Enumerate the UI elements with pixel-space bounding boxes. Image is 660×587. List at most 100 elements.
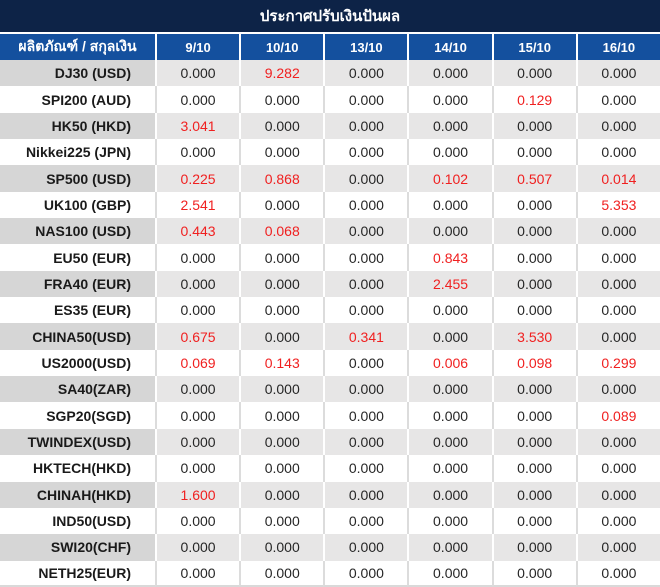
dividend-value: 0.507 [491, 165, 576, 192]
product-label: UK100 (GBP) [0, 191, 155, 219]
dividend-value: 0.225 [155, 165, 240, 192]
product-label: ES35 (EUR) [0, 297, 155, 324]
table-row: Nikkei225 (JPN) 0.000 0.000 0.000 0.000 0.000… [0, 139, 660, 166]
dividend-value: 0.000 [407, 191, 492, 219]
dividend-value: 0.341 [323, 323, 408, 350]
dividend-value: 0.000 [575, 481, 660, 508]
table-row: HKTECH(HKD) 0.000 0.000 0.000 0.000 0.000 0.00… [0, 455, 660, 482]
dividend-value: 0.000 [407, 323, 492, 350]
column-header-date-3: 13/10 [323, 34, 408, 60]
dividend-value: 0.000 [155, 534, 240, 561]
dividend-value: 0.000 [491, 139, 576, 166]
table-header-row: ผลิตภัณฑ์ / สกุลเงิน 9/10 10/10 13/10 14… [0, 34, 660, 60]
product-label: SPI200 (AUD) [0, 86, 155, 113]
product-label: NETH25(EUR) [0, 560, 155, 587]
product-label: Nikkei225 (JPN) [0, 139, 155, 166]
dividend-value: 0.000 [323, 402, 408, 429]
dividend-value: 0.000 [491, 218, 576, 245]
dividend-value: 0.000 [239, 244, 324, 271]
column-header-product-currency: ผลิตภัณฑ์ / สกุลเงิน [0, 34, 155, 60]
dividend-value: 0.000 [323, 244, 408, 271]
dividend-value: 0.006 [407, 349, 492, 377]
dividend-value: 0.014 [575, 165, 660, 192]
dividend-value: 0.000 [155, 560, 240, 587]
dividend-value: 0.000 [323, 534, 408, 561]
dividend-value: 0.000 [239, 297, 324, 324]
dividend-value: 0.000 [491, 455, 576, 482]
product-label: NAS100 (USD) [0, 218, 155, 245]
table-row: US2000(USD) 0.069 0.143 0.000 0.006 0.098 0.29… [0, 349, 660, 377]
dividend-value: 9.282 [239, 60, 324, 87]
dividend-value: 0.000 [155, 507, 240, 535]
dividend-value: 0.000 [155, 139, 240, 166]
dividend-value: 0.000 [407, 455, 492, 482]
table-row: FRA40 (EUR) 0.000 0.000 0.000 2.455 0.000 0.00… [0, 270, 660, 298]
product-label: EU50 (EUR) [0, 244, 155, 271]
table-row: ES35 (EUR) 0.000 0.000 0.000 0.000 0.000 0.000 [0, 297, 660, 324]
dividend-value: 0.000 [239, 86, 324, 113]
dividend-value: 0.000 [407, 507, 492, 535]
dividend-value: 1.600 [155, 481, 240, 508]
dividend-value: 0.000 [239, 481, 324, 508]
dividend-value: 0.000 [575, 507, 660, 535]
product-label: DJ30 (USD) [0, 60, 155, 87]
dividend-value: 0.000 [407, 139, 492, 166]
dividend-value: 0.000 [491, 112, 576, 140]
dividend-value: 0.000 [239, 112, 324, 140]
dividend-value: 0.000 [323, 86, 408, 113]
dividend-value: 0.000 [575, 60, 660, 87]
dividend-value: 0.000 [323, 297, 408, 324]
table-row: SGP20(SGD) 0.000 0.000 0.000 0.000 0.000 0.089 [0, 402, 660, 429]
column-header-date-4: 14/10 [407, 34, 492, 60]
table-row: SA40(ZAR) 0.000 0.000 0.000 0.000 0.000 0.000 [0, 376, 660, 403]
dividend-value: 0.000 [407, 428, 492, 456]
dividend-value: 0.000 [575, 534, 660, 561]
dividend-value: 0.000 [323, 112, 408, 140]
dividend-value: 0.675 [155, 323, 240, 350]
dividend-value: 0.000 [575, 297, 660, 324]
dividend-value: 0.000 [575, 455, 660, 482]
dividend-value: 0.102 [407, 165, 492, 192]
product-label: US2000(USD) [0, 349, 155, 377]
product-label: CHINA50(USD) [0, 323, 155, 350]
column-header-date-2: 10/10 [239, 34, 324, 60]
product-label: HKTECH(HKD) [0, 455, 155, 482]
dividend-value: 0.000 [239, 323, 324, 350]
dividend-value: 0.098 [491, 349, 576, 377]
dividend-value: 0.000 [323, 191, 408, 219]
dividend-value: 0.000 [323, 481, 408, 508]
dividend-value: 0.868 [239, 165, 324, 192]
table-row: UK100 (GBP) 2.541 0.000 0.000 0.000 0.000 5.35… [0, 191, 660, 219]
dividend-value: 5.353 [575, 191, 660, 219]
dividend-value: 0.000 [575, 270, 660, 298]
dividend-value: 0.000 [239, 376, 324, 403]
dividend-value: 2.541 [155, 191, 240, 219]
dividend-value: 0.069 [155, 349, 240, 377]
dividend-value: 0.000 [491, 297, 576, 324]
dividend-value: 0.000 [575, 323, 660, 350]
dividend-value: 0.000 [155, 376, 240, 403]
product-label: IND50(USD) [0, 507, 155, 535]
dividend-value: 0.299 [575, 349, 660, 377]
dividend-value: 3.041 [155, 112, 240, 140]
dividend-value: 0.000 [491, 191, 576, 219]
column-header-date-5: 15/10 [491, 34, 576, 60]
dividend-value: 0.000 [575, 244, 660, 271]
dividend-value: 0.129 [491, 86, 576, 113]
dividend-value: 0.000 [575, 428, 660, 456]
dividend-value: 0.000 [239, 560, 324, 587]
dividend-value: 0.000 [407, 86, 492, 113]
dividend-value: 0.000 [323, 428, 408, 456]
dividend-value: 0.000 [155, 270, 240, 298]
page-title: ประกาศปรับเงินปันผล [0, 0, 660, 34]
table-row: DJ30 (USD) 0.000 9.282 0.000 0.000 0.000 0.000 [0, 60, 660, 87]
dividend-value: 0.000 [491, 60, 576, 87]
dividend-value: 0.000 [407, 297, 492, 324]
table-row: NETH25(EUR) 0.000 0.000 0.000 0.000 0.000 0.00… [0, 560, 660, 587]
table-row: NAS100 (USD) 0.443 0.068 0.000 0.000 0.000 0.0… [0, 218, 660, 245]
dividend-value: 2.455 [407, 270, 492, 298]
dividend-value: 0.000 [323, 165, 408, 192]
dividend-value: 0.000 [239, 534, 324, 561]
dividend-value: 0.000 [155, 244, 240, 271]
